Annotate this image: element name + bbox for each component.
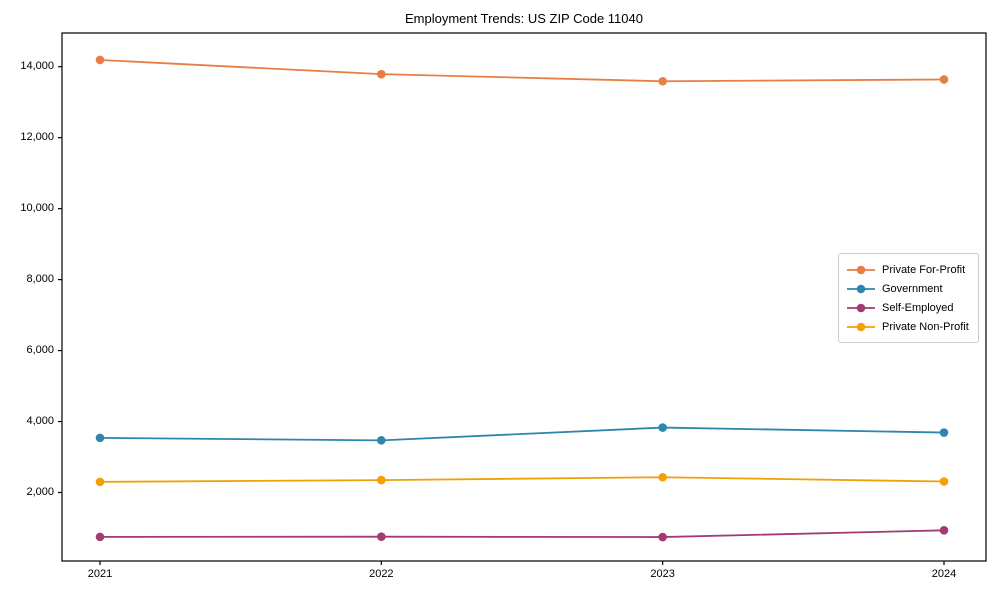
- legend-line-marker-icon: [847, 284, 875, 293]
- data-point-marker: [377, 475, 386, 485]
- x-tick-label: 2021: [87, 568, 113, 580]
- data-point-marker: [939, 75, 949, 84]
- data-point-marker: [377, 532, 386, 541]
- y-tick-label: 8,000: [26, 273, 54, 286]
- x-tick-label: 2024: [931, 568, 957, 580]
- data-point-marker: [658, 532, 667, 542]
- data-point-marker: [939, 477, 949, 486]
- legend-label: Government: [882, 282, 943, 295]
- legend-label: Private Non-Profit: [882, 320, 969, 333]
- y-tick-label: 14,000: [20, 60, 54, 73]
- y-tick-label: 4,000: [26, 415, 54, 428]
- data-point-marker: [658, 423, 667, 432]
- series-line: [99, 529, 945, 538]
- series-line: [99, 476, 945, 483]
- series-line: [99, 59, 945, 83]
- legend-box: Private For-Profit Government Self-Emplo…: [838, 253, 979, 343]
- data-point-marker: [658, 76, 667, 86]
- legend-line-marker-icon: [847, 265, 875, 274]
- data-point-marker: [377, 436, 386, 445]
- data-point-marker: [95, 532, 105, 542]
- chart-title: Employment Trends: US ZIP Code 11040: [405, 11, 643, 26]
- y-tick-label: 12,000: [20, 131, 54, 144]
- x-tick-label: 2023: [650, 568, 675, 580]
- series-line: [99, 426, 945, 442]
- legend-item: Private For-Profit: [846, 260, 970, 279]
- y-tick-label: 6,000: [26, 344, 54, 357]
- legend-label: Self-Employed: [882, 301, 954, 314]
- legend-item: Government: [846, 279, 970, 298]
- data-point-marker: [95, 477, 105, 487]
- y-tick-label: 10,000: [20, 202, 54, 215]
- data-point-marker: [939, 526, 949, 535]
- legend-line-marker-icon: [847, 322, 875, 331]
- legend-line-marker-icon: [847, 303, 875, 312]
- data-point-marker: [658, 472, 667, 482]
- y-tick-label: 2,000: [26, 486, 54, 499]
- data-point-marker: [95, 433, 105, 443]
- x-tick-label: 2022: [369, 568, 394, 580]
- data-point-marker: [95, 55, 105, 65]
- legend-item: Private Non-Profit: [846, 317, 970, 336]
- legend-item: Self-Employed: [846, 298, 970, 317]
- plot-border: [61, 32, 987, 562]
- legend-label: Private For-Profit: [882, 263, 966, 276]
- data-point-marker: [939, 428, 949, 437]
- data-point-marker: [377, 69, 386, 79]
